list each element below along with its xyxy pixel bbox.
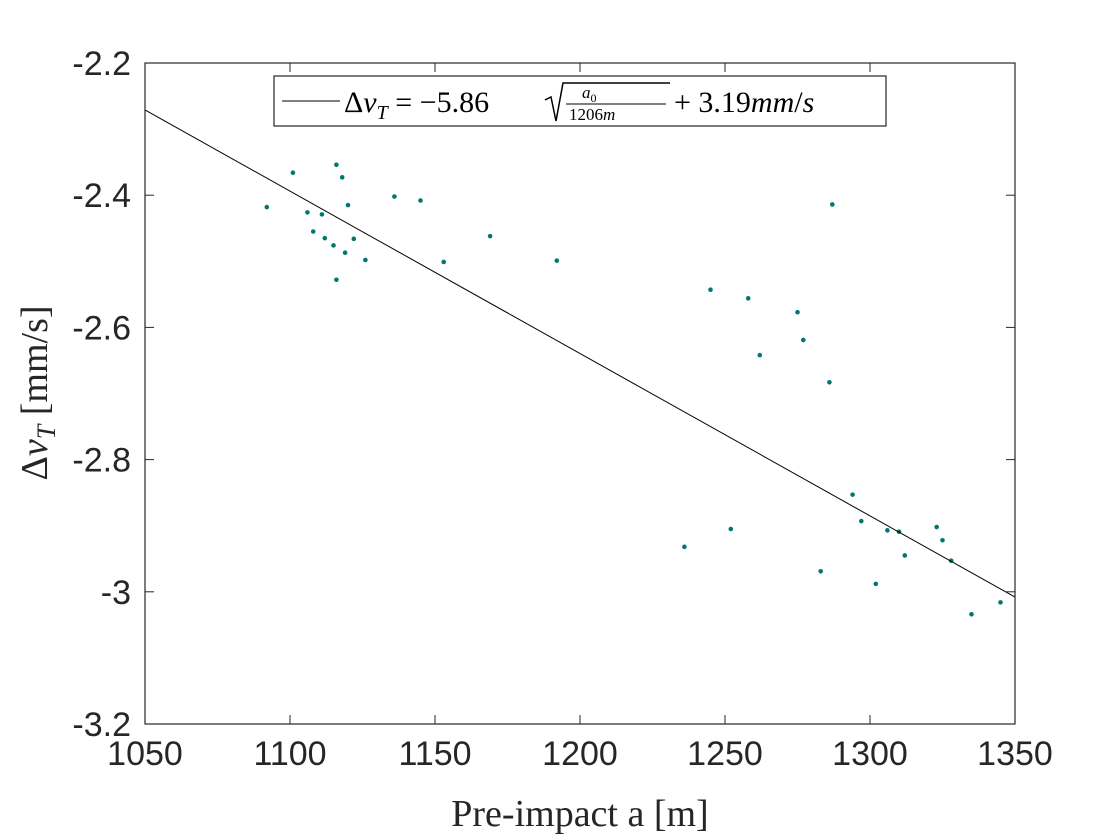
data-point bbox=[342, 250, 348, 256]
y-axis-label: ΔvT [mm/s] bbox=[14, 305, 61, 480]
data-point bbox=[830, 202, 835, 207]
x-tick-label: 1350 bbox=[977, 735, 1053, 773]
y-tick-label: -2.2 bbox=[72, 45, 131, 83]
legend-box bbox=[273, 75, 887, 127]
y-tick-label: -3.2 bbox=[72, 706, 131, 744]
data-point bbox=[859, 518, 864, 524]
data-point bbox=[319, 212, 325, 217]
x-tick-label: 1300 bbox=[832, 735, 908, 773]
data-point bbox=[334, 277, 339, 283]
svg-text:ΔvT = −5.86: ΔvT = −5.86 bbox=[344, 86, 489, 124]
data-point bbox=[873, 581, 879, 587]
data-point bbox=[795, 309, 800, 315]
data-point bbox=[487, 233, 493, 239]
data-point bbox=[850, 492, 855, 497]
data-point bbox=[969, 611, 974, 617]
y-tick-label: -2.8 bbox=[72, 442, 131, 480]
svg-text:ΔvT [mm/s]: ΔvT [mm/s] bbox=[14, 305, 61, 480]
x-tick-label: 1200 bbox=[542, 735, 618, 773]
data-point bbox=[902, 553, 908, 558]
data-point bbox=[331, 243, 336, 248]
data-point bbox=[363, 257, 368, 263]
scatter-series bbox=[264, 162, 1003, 617]
y-tick-label: -3 bbox=[101, 574, 131, 612]
data-point bbox=[322, 235, 328, 241]
x-tick-label: 1050 bbox=[107, 735, 183, 773]
svg-text:+ 3.19mm/s: + 3.19mm/s bbox=[674, 86, 814, 119]
data-point bbox=[441, 259, 447, 265]
data-point bbox=[310, 229, 316, 234]
x-tick-label: 1250 bbox=[687, 735, 763, 773]
data-point bbox=[708, 287, 713, 293]
data-point bbox=[334, 162, 339, 168]
svg-text:1206m: 1206m bbox=[569, 105, 615, 124]
data-point bbox=[745, 296, 751, 301]
legend: ΔvT = −5.86 a0 1206m + 3.19mm/s bbox=[273, 75, 887, 127]
data-point bbox=[940, 537, 945, 543]
data-point bbox=[728, 526, 734, 532]
data-point bbox=[339, 175, 345, 180]
data-point bbox=[392, 194, 397, 199]
data-point bbox=[264, 204, 270, 210]
axis-ticks: 1050 1100 1150 1200 1250 1300 1350 -2.2 -2.4 -2.6… bbox=[72, 45, 1052, 773]
data-point bbox=[934, 524, 939, 530]
data-point bbox=[827, 379, 832, 385]
data-point bbox=[757, 352, 763, 358]
legend-label: ΔvT = −5.86 a0 1206m + 3.19mm/s bbox=[344, 82, 814, 124]
y-tick-label: -2.6 bbox=[72, 309, 131, 347]
data-point bbox=[818, 569, 823, 574]
data-point bbox=[885, 528, 890, 533]
data-point bbox=[801, 337, 806, 343]
plot-area bbox=[145, 63, 1015, 724]
data-point bbox=[554, 258, 560, 263]
data-point bbox=[290, 170, 296, 176]
x-tick-label: 1100 bbox=[253, 735, 326, 773]
data-point bbox=[682, 544, 687, 550]
x-tick-label: 1150 bbox=[398, 735, 471, 773]
data-point bbox=[351, 236, 357, 242]
data-point bbox=[345, 202, 351, 208]
data-point bbox=[998, 600, 1003, 605]
data-point bbox=[305, 210, 310, 215]
x-axis-label: Pre-impact a [m] bbox=[451, 793, 708, 835]
y-tick-label: -2.4 bbox=[72, 177, 131, 215]
fit-line bbox=[144, 109, 1016, 598]
data-point bbox=[418, 198, 423, 203]
